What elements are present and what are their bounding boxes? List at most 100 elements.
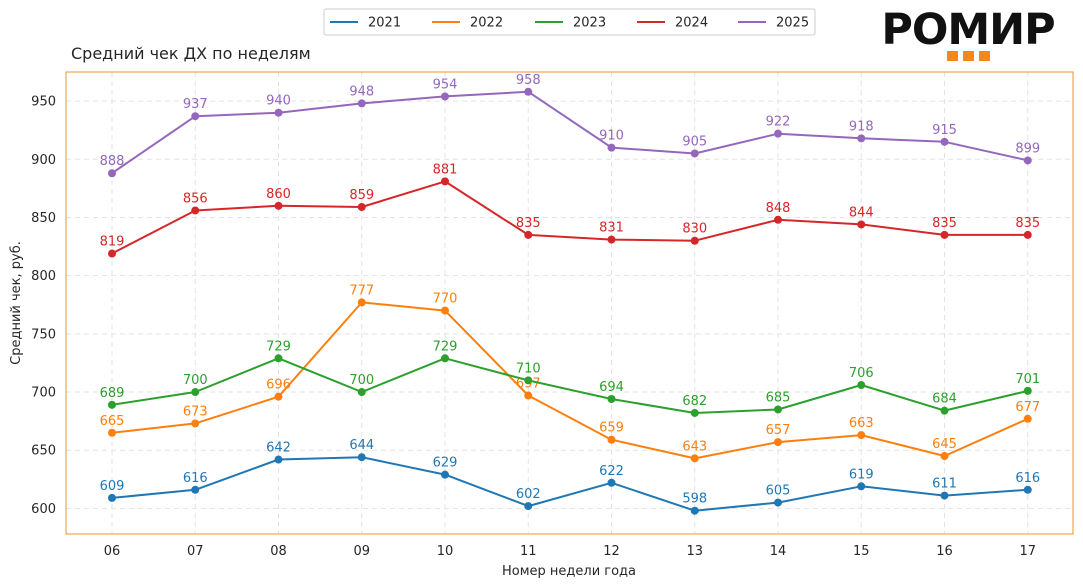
data-point: [191, 112, 200, 121]
data-label: 835: [1015, 216, 1040, 231]
data-point: [857, 381, 866, 390]
data-point: [774, 405, 782, 414]
data-label: 598: [682, 492, 707, 507]
data-point: [774, 215, 782, 224]
data-point: [607, 235, 616, 244]
y-tick-label: 700: [31, 386, 56, 401]
data-point: [441, 470, 449, 479]
x-tick-label: 12: [603, 544, 620, 559]
data-label: 881: [433, 162, 458, 177]
data-label: 905: [682, 134, 707, 149]
data-label: 915: [932, 123, 957, 138]
data-label: 700: [349, 373, 374, 388]
data-point: [191, 485, 200, 494]
data-point: [1023, 386, 1032, 395]
data-point: [774, 438, 782, 447]
data-label: 663: [849, 416, 874, 431]
legend-label: 2021: [368, 16, 401, 31]
data-point: [274, 201, 283, 210]
data-point: [940, 230, 949, 239]
legend-item-2025: 2025: [738, 16, 809, 31]
series-2021: 609 616 642 644 629 602 622 598 605 619 611 616: [100, 438, 1040, 515]
data-label: 684: [932, 392, 957, 407]
x-tick-label: 17: [1019, 544, 1036, 559]
data-label: 611: [932, 477, 957, 492]
y-tick-label: 600: [31, 502, 56, 517]
data-point: [857, 220, 866, 229]
y-tick-label: 800: [31, 269, 56, 284]
data-label: 616: [183, 471, 208, 486]
series-line: [111, 357, 1029, 414]
data-point: [441, 92, 449, 101]
data-point: [774, 129, 782, 138]
series-2024: 819 856 860 859 881 835 831 830 848 844 835 835: [100, 162, 1040, 258]
x-tick-label: 07: [187, 544, 204, 559]
data-label: 622: [599, 464, 624, 479]
data-point: [524, 391, 533, 400]
series-line: [111, 90, 1029, 175]
data-point: [191, 419, 200, 428]
data-label: 685: [766, 390, 791, 405]
data-label: 700: [183, 373, 208, 388]
data-label: 701: [1015, 372, 1040, 387]
data-label: 605: [766, 484, 791, 499]
data-label: 859: [349, 188, 374, 203]
data-label: 677: [1015, 400, 1040, 415]
data-label: 642: [266, 441, 291, 456]
data-point: [274, 108, 283, 117]
data-label: 682: [682, 394, 707, 409]
data-label: 777: [349, 283, 374, 298]
x-tick-label: 13: [686, 544, 703, 559]
data-label: 645: [932, 437, 957, 452]
data-label: 860: [266, 187, 291, 202]
data-point: [607, 395, 616, 404]
romir-logo: РОМИР: [881, 5, 1056, 61]
data-point: [857, 482, 866, 491]
data-point: [690, 149, 699, 158]
data-point: [524, 230, 533, 239]
data-point: [191, 206, 200, 215]
y-tick-label: 750: [31, 327, 56, 342]
logo-text: РОМИР: [881, 5, 1054, 55]
y-axis: 600 650 700 750 800 850 900 950: [31, 95, 56, 517]
data-point: [357, 388, 366, 397]
data-label: 856: [183, 191, 208, 206]
series-2025: 888 937 940 948 954 958 910 905 922 918 915 899: [100, 73, 1040, 178]
data-label: 918: [849, 119, 874, 134]
data-point: [108, 400, 116, 409]
data-label: 616: [1015, 471, 1040, 486]
data-point: [524, 376, 533, 385]
data-label: 844: [849, 205, 874, 220]
data-point: [357, 202, 366, 211]
data-point: [274, 354, 283, 363]
data-label: 835: [516, 216, 541, 231]
plot-frame: [65, 71, 1074, 535]
data-point: [940, 137, 949, 146]
data-label: 694: [599, 380, 624, 395]
data-label: 830: [682, 222, 707, 237]
data-label: 706: [849, 366, 874, 381]
legend-item-2023: 2023: [535, 16, 606, 31]
data-point: [1023, 156, 1032, 165]
y-axis-label: Средний чек, руб.: [9, 241, 24, 365]
data-point: [108, 249, 116, 258]
data-point: [357, 453, 366, 462]
data-label: 665: [100, 414, 125, 429]
legend-label: 2022: [470, 16, 503, 31]
data-point: [690, 236, 699, 245]
data-label: 937: [183, 97, 208, 112]
data-point: [441, 306, 449, 315]
data-point: [774, 498, 782, 507]
data-label: 657: [766, 423, 791, 438]
series-line: [111, 301, 1029, 460]
data-label: 729: [433, 339, 458, 354]
data-point: [940, 406, 949, 415]
x-axis: 06 07 08 09 10 11 12 13 14 15 16 17: [104, 544, 1036, 559]
data-point: [940, 452, 949, 461]
legend-label: 2025: [776, 16, 809, 31]
data-label: 609: [100, 479, 125, 494]
data-point: [108, 493, 116, 502]
data-label: 770: [433, 292, 458, 307]
data-point: [940, 491, 949, 500]
